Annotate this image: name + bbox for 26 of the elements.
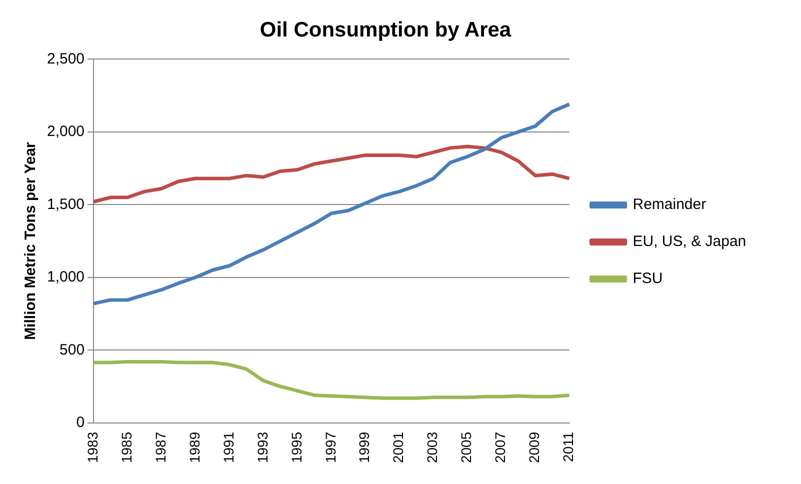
x-tick-label: 1983	[84, 432, 100, 464]
x-tick-label: 1993	[254, 432, 270, 464]
x-tick-label: 1997	[322, 432, 338, 464]
x-tick-label: 2003	[424, 432, 440, 464]
x-tick-label: 2005	[458, 432, 474, 464]
chart-title: Oil Consumption by Area	[260, 18, 512, 42]
y-tick-label: 0	[76, 414, 85, 431]
x-tick-label: 2001	[390, 432, 406, 464]
y-tick-label: 2,500	[46, 50, 85, 68]
legend-label: EU, US, & Japan	[632, 233, 746, 250]
x-tick-label: 1991	[220, 432, 236, 464]
legend-label: FSU	[632, 270, 663, 288]
x-tick-label: 2007	[492, 432, 508, 464]
y-tick-label: 2,000	[46, 123, 85, 140]
y-tick-label: 1,500	[46, 196, 85, 213]
x-tick-label: 1987	[152, 432, 168, 464]
x-tick-label: 1995	[288, 432, 304, 464]
y-axis-title: Million Metric Tons per Year	[22, 142, 40, 340]
legend-label: Remainder	[632, 196, 706, 214]
x-tick-label: 2011	[560, 432, 576, 462]
x-tick-label: 1985	[118, 432, 134, 464]
x-tick-label: 2009	[526, 432, 542, 464]
y-tick-label: 1,000	[46, 268, 85, 286]
x-tick-label: 1999	[356, 432, 372, 464]
y-tick-label: 500	[60, 341, 85, 358]
x-tick-label: 1989	[186, 432, 202, 464]
